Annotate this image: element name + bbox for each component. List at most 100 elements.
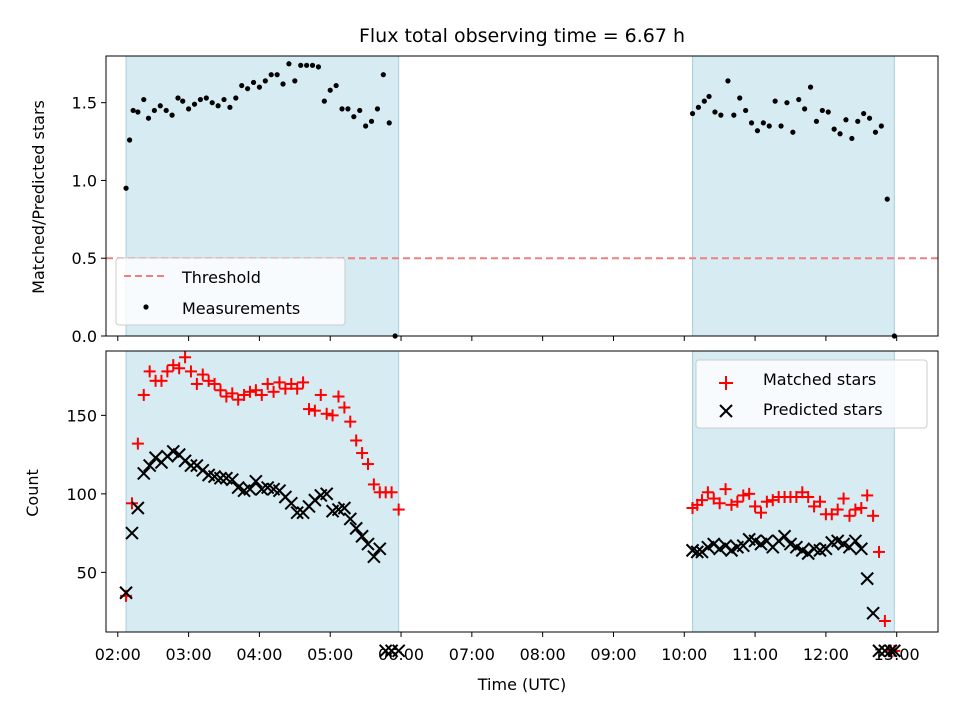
measurement-point: [363, 123, 369, 129]
predicted-star-d2: [391, 644, 406, 658]
measurement-point: [689, 110, 696, 117]
matched-star-point: [208, 377, 221, 390]
top-y-ticks: 0.0 0.5 1.0 1.5: [72, 94, 106, 346]
measurement-point: [731, 112, 737, 118]
matched-star-point: [143, 365, 156, 378]
matched-star-point: [320, 407, 333, 420]
predicted-star-d2: [284, 496, 298, 510]
top-axes-frame: [105, 55, 939, 337]
predicted-star-d2: [783, 537, 798, 551]
x-tick-label: 05:00: [307, 645, 353, 664]
matched-star-point: [302, 403, 315, 416]
predicted-star-d2: [184, 458, 198, 473]
measurement-point: [339, 106, 345, 112]
predicted-star-d2: [378, 644, 393, 658]
matched-star-point: [754, 506, 767, 519]
predicted-star-point: [848, 534, 863, 548]
shaded-interval: [692, 55, 895, 337]
measurement-point: [802, 106, 808, 112]
predicted-star-d2: [355, 529, 369, 543]
matched-star-point: [131, 437, 144, 450]
predicted-star-d2: [789, 540, 804, 554]
matched-star-point: [843, 509, 856, 522]
predicted-star-d2: [172, 447, 186, 462]
matched-star-point: [743, 487, 756, 500]
predicted-star-point: [378, 644, 393, 658]
matched-star-point: [179, 351, 192, 364]
predicted-star-d2: [207, 469, 222, 484]
legend-predicted-swatch: [719, 404, 733, 418]
matched-star-point: [849, 503, 862, 516]
matched-star-point: [760, 495, 773, 508]
matched-star-point: [867, 509, 880, 522]
measurement-point: [327, 87, 333, 93]
measurement-point: [855, 118, 861, 124]
x-tick-label: 13:00: [874, 645, 920, 664]
measurement-point: [743, 107, 749, 114]
matched-star-point: [273, 376, 286, 389]
predicted-star-point: [290, 505, 304, 520]
bottom-legend-frame: [695, 359, 928, 429]
predicted-star-d2: [166, 444, 180, 459]
measurement-point: [227, 104, 233, 110]
predicted-star-d2: [848, 534, 863, 548]
measurement-point: [274, 72, 280, 78]
x-tick-label: 12:00: [803, 645, 849, 664]
measurement-point: [203, 95, 209, 101]
measurement-point: [866, 115, 873, 121]
x-tick-label: 04:00: [236, 645, 282, 664]
y-tick-label: 1.0: [72, 171, 97, 190]
matched-star-point: [392, 503, 405, 516]
measurement-point: [843, 117, 849, 123]
measurement-point: [333, 82, 339, 89]
measurement-point: [368, 118, 375, 124]
measurement-point: [191, 101, 198, 107]
x-tick-label: 06:00: [378, 645, 424, 664]
measurement-point: [209, 100, 215, 106]
predicted-star-d2: [866, 606, 880, 620]
predicted-star-point: [184, 458, 198, 473]
measurement-point: [712, 109, 718, 115]
measurement-point: [837, 131, 843, 137]
measurement-point: [718, 112, 724, 118]
measurement-point: [256, 84, 263, 90]
predicted-star-d2: [243, 482, 257, 496]
matched-star-point: [855, 501, 868, 514]
predicted-star-d2: [836, 537, 851, 551]
matched-star-point: [196, 368, 209, 381]
matched-star-point: [184, 365, 197, 378]
predicted-star-d2: [278, 490, 293, 504]
matched-star-point: [190, 377, 203, 390]
measurement-point: [286, 61, 292, 67]
legend-matched-swatch: [719, 376, 733, 390]
matched-star-point: [701, 486, 714, 499]
top-legend: Threshold Measurements: [115, 257, 346, 326]
matched-star-point: [719, 483, 732, 496]
measurement-point: [386, 120, 392, 126]
predicted-star-point: [343, 512, 357, 526]
matched-star-point: [837, 492, 850, 505]
matched-star-point: [338, 401, 351, 414]
measurement-point: [135, 109, 141, 115]
predicted-star-d2: [249, 474, 263, 489]
predicted-star-point: [355, 529, 369, 543]
matched-star-point: [356, 447, 369, 460]
predicted-star-point: [872, 644, 886, 658]
bottom-x-ticks: 02:00 03:00 04:00 05:00 06:00 07:00 08:00 09:00…: [95, 632, 920, 664]
matched-star-point: [155, 374, 168, 387]
predicted-star-point: [884, 644, 898, 658]
measurement-point: [215, 103, 221, 109]
measurement-point: [695, 104, 702, 110]
predicted-star-point: [690, 545, 704, 559]
chart-title: Flux total observing time = 6.67 h: [359, 25, 685, 47]
measurement-point: [186, 106, 192, 112]
y-tick-label: 0.5: [72, 249, 97, 268]
measurement-point: [878, 123, 884, 129]
x-tick-label: 08:00: [520, 645, 566, 664]
predicted-star-d2: [860, 571, 874, 586]
measurement-point: [884, 196, 890, 202]
y-tick-label: 150: [66, 406, 97, 425]
predicted-star-d2: [119, 586, 133, 600]
